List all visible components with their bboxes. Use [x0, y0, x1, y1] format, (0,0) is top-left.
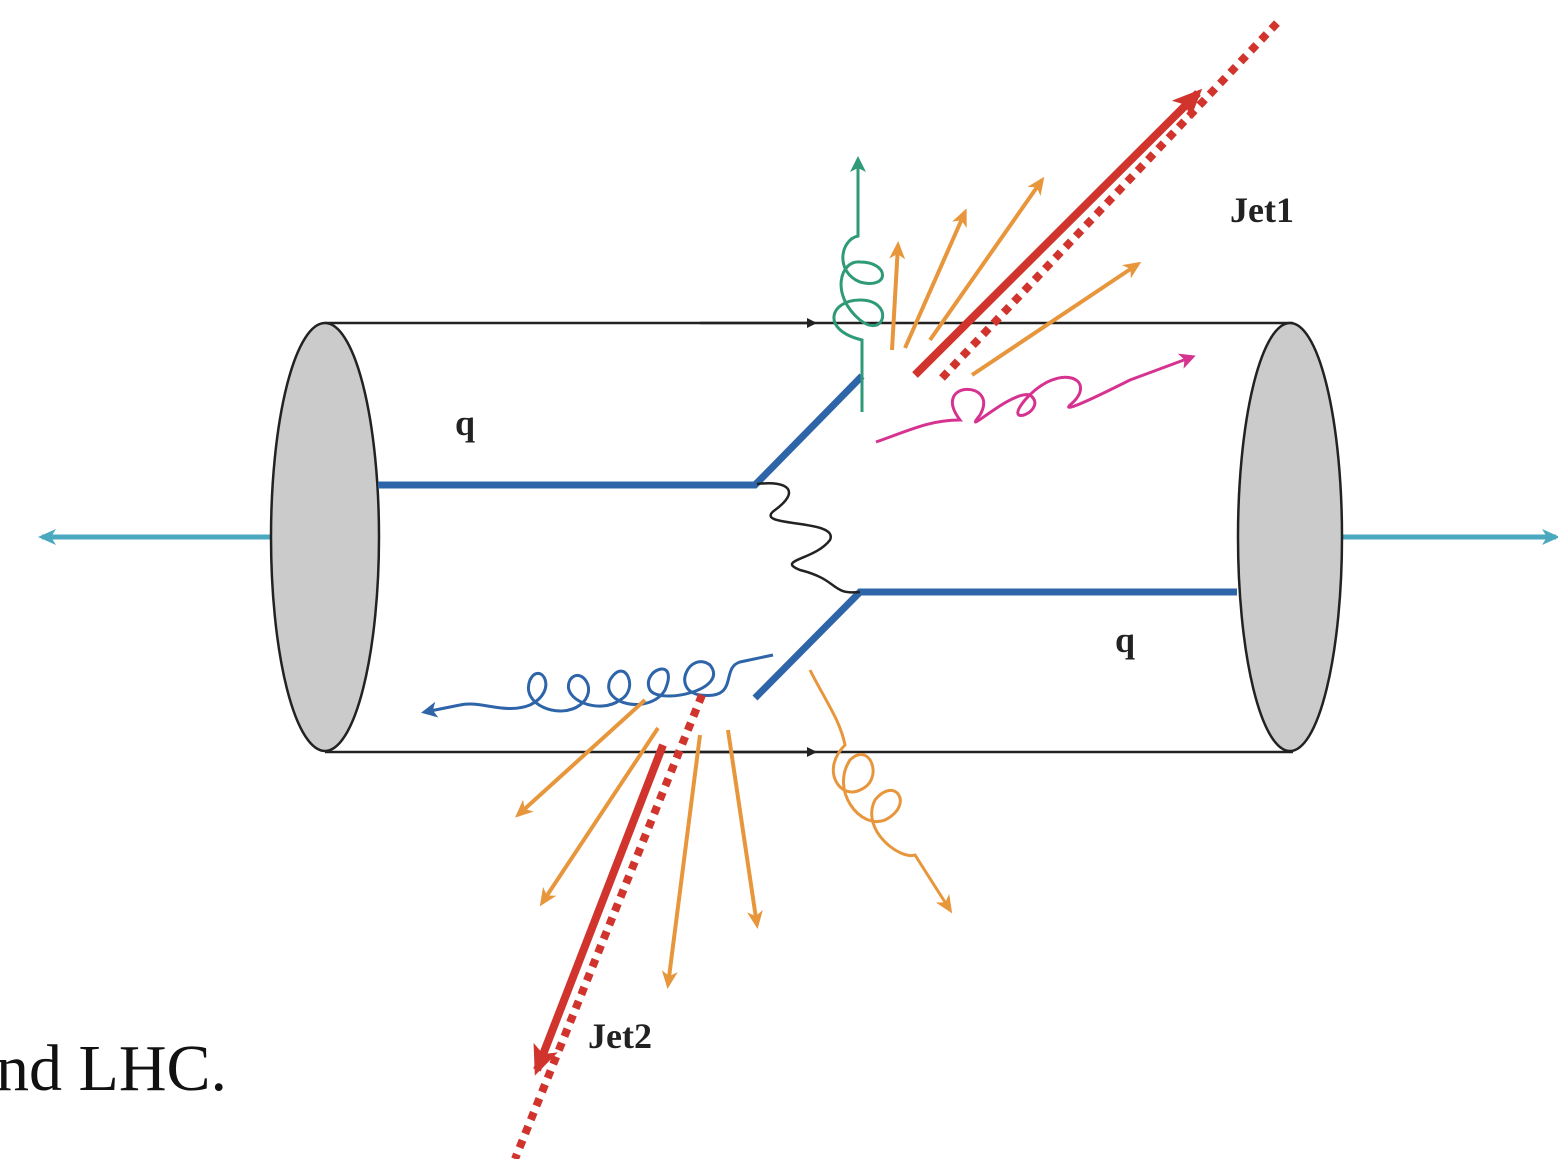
- gluon: [810, 670, 950, 910]
- cylinder: [271, 323, 1342, 752]
- jet1-shower: [892, 22, 1278, 378]
- quark-label: q: [1115, 620, 1135, 660]
- caption: nd LHC.: [0, 1032, 227, 1105]
- quark-label: q: [455, 403, 475, 443]
- quark-line: [755, 592, 1237, 698]
- jet-label: Jet2: [588, 1016, 652, 1056]
- gluon: [425, 655, 773, 712]
- gluon: [834, 160, 883, 412]
- quark-line: [378, 376, 862, 485]
- diagram: Jet1 q q Jet2 nd LHC.: [0, 0, 1558, 1159]
- jet-label: Jet1: [1230, 190, 1294, 230]
- photon: [757, 483, 860, 592]
- jet2-shower: [515, 695, 757, 1159]
